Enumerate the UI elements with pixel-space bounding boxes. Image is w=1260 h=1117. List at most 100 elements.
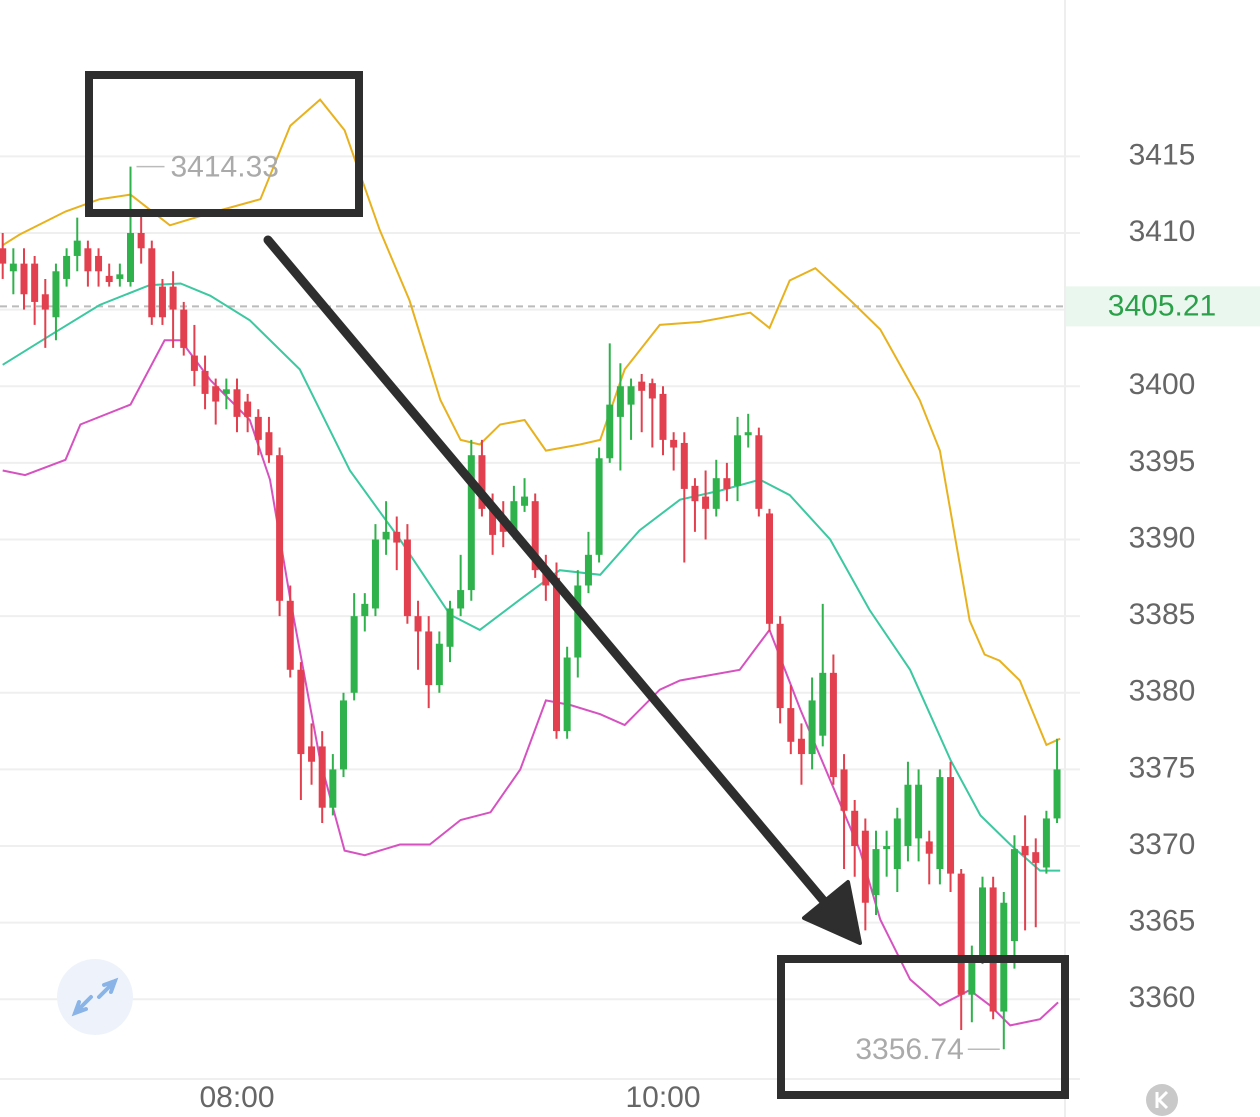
arrow-head [802,880,862,945]
candle-body [648,383,656,399]
candle-body [41,294,49,310]
candle-body [276,455,284,601]
y-tick-label: 3400 [1129,368,1196,401]
candle-body [446,608,454,647]
candle-body [350,616,358,693]
candle-body [755,435,763,509]
candle-body [478,455,486,509]
candle-body [734,435,742,486]
candle-body [872,849,880,896]
candle-body [702,496,710,509]
candle-body [95,255,103,272]
candle-body [127,232,134,283]
candle-body [222,389,230,394]
candle-body [0,248,7,264]
candle-body [73,240,81,256]
candle-body [63,255,71,279]
candle-body [244,401,252,417]
candle-body [1053,769,1061,819]
candle-body [9,263,17,272]
labels: 3360 3365 3370 3375 3380 3385 3390 3395 3400 3405… [136,138,1260,1114]
candle-body [521,496,529,506]
candle-body [403,539,411,617]
candle-body [361,603,369,617]
candle-body [180,309,188,348]
candle-body [925,841,933,854]
candle-body [638,381,646,391]
candle-body [201,370,209,394]
candle-body [915,784,923,839]
candle-body [169,286,177,310]
band-line [2,98,1061,747]
candle-body [297,669,305,755]
last-price-bg [1066,286,1260,327]
candle-body [776,623,784,709]
y-tick-label: 3410 [1129,215,1196,248]
candle-body [1042,818,1050,868]
candle-body [851,810,859,847]
kline-button[interactable] [1146,1084,1178,1116]
candle-body [829,672,837,778]
candle-body [574,585,582,658]
candle-body [457,590,465,609]
candle-body [883,846,891,850]
candle-body [489,508,497,535]
candle-body [787,708,795,742]
candle-body [137,232,145,249]
high-label: 3414.33 [171,151,279,184]
y-tick-label: 3375 [1129,751,1196,784]
candles [0,166,1061,1050]
y-tick-label: 3390 [1129,521,1196,554]
candle-body [1010,849,1018,942]
x-tick-label: 10:00 [625,1081,700,1114]
candle-body [723,478,731,489]
expand-button[interactable] [57,959,133,1035]
y-tick-label: 3380 [1129,675,1196,708]
candle-body [286,600,294,670]
candle-body [393,531,401,543]
candle-body [861,830,869,903]
candle-body [659,393,667,440]
candle-body [318,746,326,808]
candle-body [627,386,635,405]
highlight-box [777,955,1069,1099]
kline-icon [1155,1090,1169,1110]
band-line [2,282,1061,872]
y-tick-label: 3360 [1129,981,1196,1014]
candle-body [531,501,539,571]
candle-body [265,432,273,456]
candle-body [691,485,699,502]
candle-body [190,355,198,371]
candle-body [744,432,752,436]
y-tick-label: 3415 [1129,138,1196,171]
candle-body [808,700,816,755]
candle-body [105,275,113,283]
y-tick-label: 3395 [1129,445,1196,478]
last-price-label: 3405.21 [1108,289,1216,322]
candle-body [968,956,976,995]
expand-icon [71,977,119,1017]
candle-body [797,738,805,755]
candle-body [616,386,624,417]
x-tick-label: 08:00 [199,1081,274,1114]
candle-body [116,274,124,279]
candle-body [382,531,390,540]
candle-body [893,818,901,870]
candle-body [904,784,912,847]
candle-body [52,271,60,318]
candle-body [308,746,316,762]
candle-body [936,777,944,870]
candle-body [435,643,443,686]
candle-body [819,672,827,736]
candle-body [158,286,166,318]
candle-body [606,404,614,459]
candle-body [233,389,241,417]
candle-body [957,873,965,995]
y-tick-label: 3385 [1129,598,1196,631]
candle-body [425,631,433,686]
grid [0,155,1260,1080]
candle-body [1021,846,1029,856]
candle-body [329,769,337,808]
